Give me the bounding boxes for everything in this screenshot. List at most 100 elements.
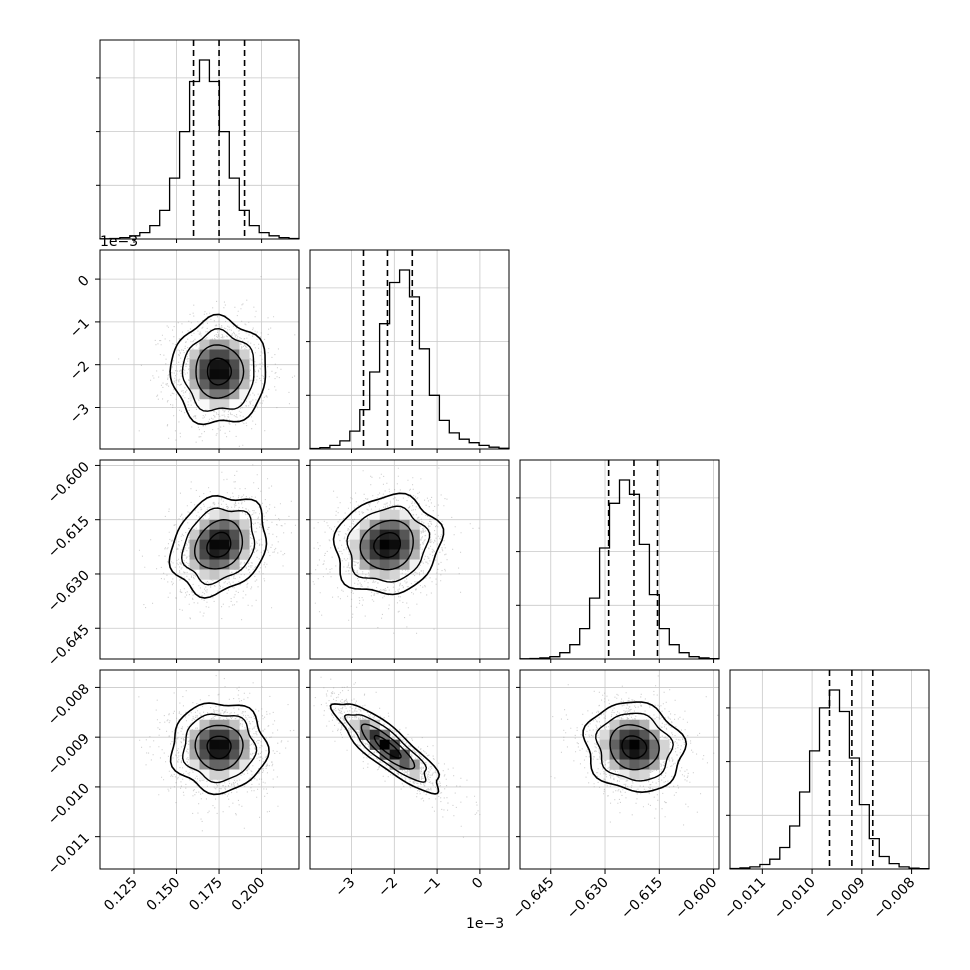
x-tick-label: 0.125 bbox=[101, 875, 141, 915]
density-cell bbox=[399, 549, 410, 560]
density-cell bbox=[199, 729, 210, 740]
density-cell bbox=[219, 719, 230, 730]
density-cell bbox=[209, 539, 220, 550]
density-cell bbox=[399, 509, 410, 520]
panel-frame bbox=[729, 669, 930, 870]
density-cell bbox=[209, 549, 220, 560]
density-cell bbox=[609, 719, 620, 730]
density-cell bbox=[229, 389, 240, 400]
density-cell bbox=[239, 759, 250, 770]
y-tick-label: −0.010 bbox=[45, 780, 93, 828]
density-cell bbox=[629, 759, 640, 770]
density-cell bbox=[239, 519, 250, 530]
density-cell bbox=[359, 539, 370, 550]
panel-frame bbox=[519, 669, 720, 870]
density-cell bbox=[649, 749, 660, 760]
density-cell bbox=[379, 529, 390, 540]
density-cell bbox=[209, 739, 220, 750]
density-cell bbox=[219, 749, 230, 760]
density-cell bbox=[229, 339, 240, 350]
density-layer bbox=[118, 276, 296, 449]
contour-line bbox=[168, 494, 268, 599]
density-cell bbox=[199, 399, 210, 410]
density-cell bbox=[369, 549, 380, 560]
density-cell bbox=[209, 369, 220, 380]
x-tick-label: −0.615 bbox=[618, 875, 666, 923]
density-cell bbox=[409, 539, 420, 550]
density-cell bbox=[379, 739, 390, 750]
density-cell bbox=[209, 729, 220, 740]
density-cell bbox=[389, 519, 400, 530]
density-cell bbox=[369, 719, 380, 730]
y-tick-label: −2 bbox=[67, 358, 93, 384]
density-cell bbox=[199, 349, 210, 360]
y-tick-label: −0.630 bbox=[45, 567, 93, 615]
density-cell bbox=[219, 739, 230, 750]
density-cell bbox=[229, 519, 240, 530]
panel-frame bbox=[309, 249, 510, 450]
contour-line bbox=[360, 723, 416, 770]
density-cell bbox=[219, 539, 230, 550]
contour-line bbox=[206, 735, 232, 760]
x-tick-label: 0.175 bbox=[186, 875, 226, 915]
panel-hist-3 bbox=[726, 669, 930, 870]
density-cell bbox=[409, 529, 420, 540]
density-cell bbox=[219, 379, 230, 390]
density-cell bbox=[649, 719, 660, 730]
density-cell bbox=[349, 529, 361, 540]
density-cell bbox=[379, 539, 390, 550]
panel-hist-0 bbox=[96, 39, 300, 240]
density-cell bbox=[189, 389, 200, 400]
density-cell bbox=[399, 519, 410, 530]
density-cell bbox=[389, 539, 400, 550]
density-cell bbox=[199, 569, 210, 580]
density-cell bbox=[239, 749, 250, 760]
density-cell bbox=[209, 749, 220, 760]
x-tick-label: −0.011 bbox=[721, 875, 769, 923]
x-offset-label: 1e−3 bbox=[466, 916, 504, 932]
density-cell bbox=[229, 529, 240, 540]
y-tick-label: −0.645 bbox=[45, 622, 93, 670]
histogram-step bbox=[729, 689, 930, 870]
density-cell bbox=[209, 759, 220, 770]
density-cell bbox=[389, 509, 400, 520]
contour-line bbox=[373, 734, 402, 759]
density-cell bbox=[369, 739, 380, 750]
density-cell bbox=[389, 739, 400, 750]
contour-line bbox=[169, 313, 267, 426]
density-cell bbox=[239, 359, 250, 370]
density-cell bbox=[409, 519, 420, 530]
density-cell bbox=[629, 739, 640, 750]
density-cell bbox=[219, 509, 230, 520]
x-tick-label: −1 bbox=[418, 875, 444, 901]
density-cell bbox=[199, 549, 210, 560]
density-cell bbox=[369, 729, 380, 740]
density-cell bbox=[199, 359, 210, 370]
density-cell bbox=[659, 739, 670, 750]
density-cell bbox=[639, 739, 650, 750]
density-cell bbox=[649, 759, 660, 770]
contour-line bbox=[206, 531, 232, 558]
density-cell bbox=[209, 559, 220, 570]
density-cell bbox=[229, 559, 240, 570]
density-cell bbox=[389, 559, 400, 570]
density-cell bbox=[219, 729, 230, 740]
contour-line bbox=[359, 519, 414, 571]
histogram-step bbox=[519, 479, 720, 660]
density-cell bbox=[389, 759, 400, 770]
x-tick-label: −0.008 bbox=[870, 875, 918, 923]
density-cell bbox=[649, 739, 660, 750]
density-cell bbox=[359, 729, 370, 740]
density-cell bbox=[209, 569, 220, 580]
density-cell bbox=[229, 539, 240, 550]
y-tick-label: −0.615 bbox=[45, 513, 93, 561]
density-layer bbox=[311, 670, 481, 838]
density-cell bbox=[209, 359, 220, 370]
y-tick-label: −0.008 bbox=[45, 681, 93, 729]
density-cell bbox=[399, 559, 410, 570]
density-cell bbox=[639, 769, 650, 780]
density-cell bbox=[189, 749, 200, 760]
density-cell bbox=[229, 509, 240, 520]
density-cell bbox=[629, 729, 640, 740]
density-cell bbox=[199, 389, 210, 400]
